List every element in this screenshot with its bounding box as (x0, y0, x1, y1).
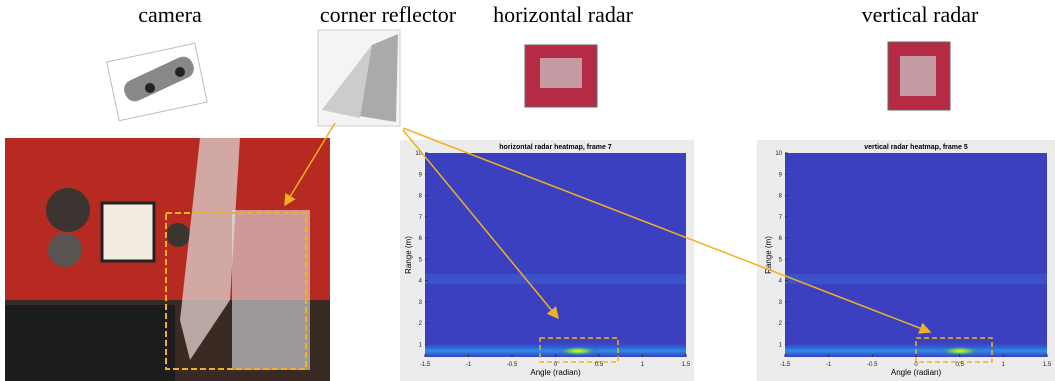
y-tick-label: 8 (419, 194, 423, 200)
hradar-label: horizontal radar (493, 2, 634, 27)
x-tick-label: 1.5 (1043, 362, 1052, 368)
x-tick-label: 1.5 (682, 362, 691, 368)
arrow (402, 129, 559, 320)
hradar-image (524, 44, 598, 108)
x-tick-label: -0.5 (867, 362, 878, 368)
camera-image (106, 42, 208, 122)
x-tick-label: 0 (914, 362, 918, 368)
vradar-label: vertical radar (862, 2, 979, 27)
y-tick-label: 7 (779, 215, 783, 221)
x-axis-label: Angle (radian) (891, 368, 942, 377)
x-tick-label: -1.5 (780, 362, 791, 368)
reflector-label: corner reflector (320, 2, 457, 27)
y-tick-label: 9 (419, 172, 423, 178)
x-tick-label: 0.5 (595, 362, 604, 368)
heatmap-band (425, 274, 686, 285)
y-tick-label: 3 (419, 300, 423, 306)
y-axis-label: Range (m) (764, 236, 773, 274)
hotspot (556, 346, 600, 356)
heatmap-band (425, 341, 686, 357)
y-tick-label: 2 (779, 321, 783, 327)
y-tick-label: 10 (415, 151, 422, 157)
y-tick-label: 8 (779, 194, 783, 200)
heatmap-area (785, 153, 1047, 357)
x-tick-label: -1.5 (420, 362, 431, 368)
y-tick-label: 1 (779, 342, 783, 348)
y-tick-label: 9 (779, 172, 783, 178)
x-tick-label: 1 (641, 362, 645, 368)
y-tick-label: 4 (779, 279, 783, 285)
y-tick-label: 2 (419, 321, 423, 327)
heatmap-area (425, 153, 686, 357)
x-tick-label: -1 (826, 362, 832, 368)
x-tick-label: -1 (466, 362, 472, 368)
highlight-box (539, 337, 619, 363)
highlight-box (915, 337, 993, 363)
x-axis-label: Angle (radian) (530, 368, 581, 377)
y-tick-label: 6 (779, 236, 783, 242)
y-tick-label: 5 (779, 257, 783, 263)
heatmap-title: vertical radar heatmap, frame 5 (864, 144, 968, 151)
y-tick-label: 6 (419, 236, 423, 242)
y-tick-label: 5 (419, 257, 423, 263)
y-tick-label: 4 (419, 279, 423, 285)
camera-label: camera (138, 2, 202, 27)
x-tick-label: 1 (1002, 362, 1006, 368)
y-tick-label: 7 (419, 215, 423, 221)
hotspot (938, 346, 982, 356)
heatmap-band (785, 274, 1047, 285)
reflector-image (317, 29, 401, 127)
y-tick-label: 1 (419, 342, 423, 348)
vradar-image (887, 41, 951, 111)
x-tick-label: -0.5 (507, 362, 518, 368)
x-tick-label: 0.5 (955, 362, 964, 368)
heatmap-title: horizontal radar heatmap, frame 7 (499, 144, 612, 151)
arrow (402, 127, 932, 334)
y-tick-label: 10 (775, 151, 782, 157)
y-axis-label: Range (m) (404, 236, 413, 274)
x-tick-label: 0 (554, 362, 558, 368)
scene-photo (5, 138, 330, 381)
y-tick-label: 3 (779, 300, 783, 306)
arrow (284, 122, 336, 207)
